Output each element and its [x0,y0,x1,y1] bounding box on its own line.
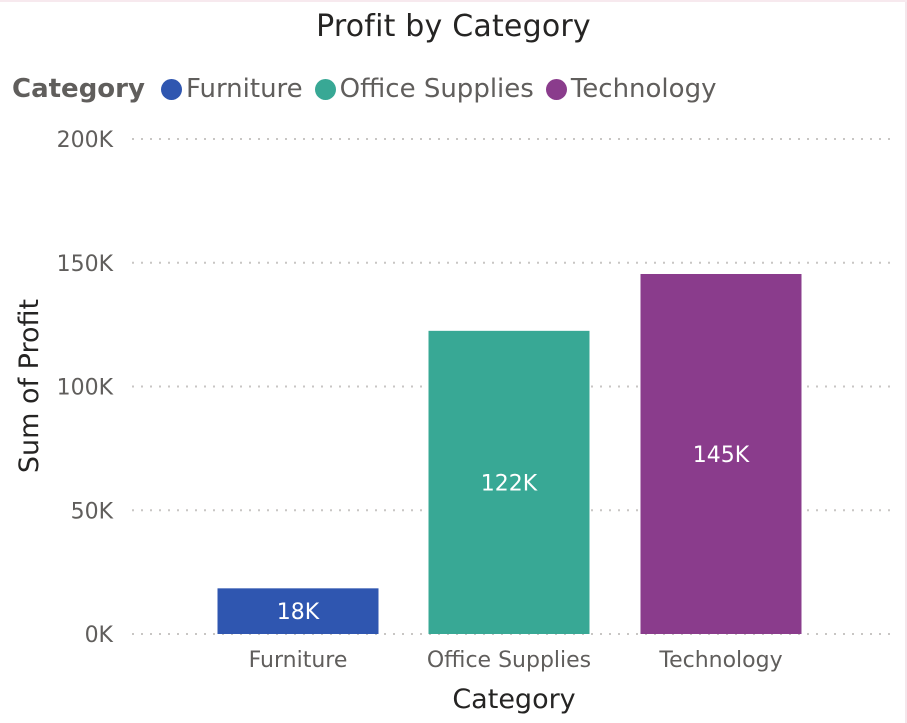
y-tick-label: 200K [57,128,114,153]
x-tick-label: Furniture [249,648,348,673]
x-axis-ticks: Furniture Office Supplies Technology [249,648,783,673]
y-tick-label: 0K [85,623,114,648]
x-axis-title: Category [452,684,575,715]
data-label: 145K [693,443,750,468]
y-axis-title: Sum of Profit [14,299,45,473]
y-tick-label: 100K [57,376,114,401]
x-tick-label: Technology [658,648,782,673]
data-label: 18K [277,600,320,625]
x-tick-label: Office Supplies [427,648,591,673]
y-tick-label: 150K [57,252,114,277]
y-axis-ticks: 0K 50K 100K 150K 200K [57,128,114,648]
y-tick-label: 50K [71,499,114,524]
bars: 18K 122K 145K [218,274,802,634]
data-label: 122K [481,471,538,496]
